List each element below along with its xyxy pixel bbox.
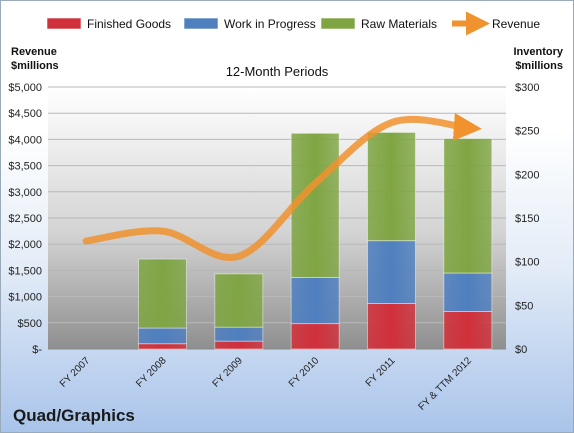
right-axis-title-line1: Inventory <box>513 46 563 58</box>
bar-raw-materials <box>443 138 493 274</box>
left-tick-label: $1,000 <box>8 292 42 304</box>
legend-swatch <box>320 17 356 30</box>
left-tick-label: $2,500 <box>8 213 42 225</box>
x-tick-label: FY 2011 <box>364 355 398 389</box>
x-tick-label: FY 2010 <box>287 355 322 390</box>
bar-finished-goods <box>290 323 340 350</box>
left-tick-label: $1,500 <box>8 265 42 277</box>
right-tick-label: $0 <box>515 344 527 356</box>
bar-finished-goods <box>214 340 264 350</box>
bar-raw-materials <box>367 132 416 242</box>
bar-work-in-progress <box>367 240 416 304</box>
bar-work-in-progress <box>290 276 340 325</box>
right-tick-label: $250 <box>515 126 539 138</box>
right-tick-label: $100 <box>515 257 539 269</box>
x-tick-label: FY & TTM 2012 <box>417 355 475 413</box>
right-axis-title-line2: $millions <box>515 60 563 72</box>
left-tick-label: $2,000 <box>8 239 42 251</box>
bar-raw-materials <box>290 132 340 278</box>
bar-finished-goods <box>367 303 416 350</box>
x-tick-label: FY 2009 <box>211 355 246 390</box>
right-tick-label: $200 <box>515 169 539 181</box>
left-tick-label: $3,500 <box>8 161 42 173</box>
bar-raw-materials <box>214 273 264 328</box>
bar-work-in-progress <box>138 327 187 345</box>
right-tick-label: $50 <box>515 300 533 312</box>
left-tick-label: $500 <box>18 318 42 330</box>
right-tick-label: $300 <box>515 82 539 94</box>
right-tick-label: $150 <box>515 213 539 225</box>
left-tick-label: $4,000 <box>8 134 42 146</box>
left-axis-title-line1: Revenue <box>11 46 57 58</box>
legend-label: Work in Progress <box>224 17 316 31</box>
revenue-line <box>82 112 482 262</box>
bar-work-in-progress <box>214 326 264 342</box>
left-tick-label: $3,000 <box>8 187 42 199</box>
left-tick-label: $- <box>32 344 42 356</box>
left-tick-label: $4,500 <box>8 108 42 120</box>
legend-label: Raw Materials <box>361 17 437 31</box>
bar-finished-goods <box>138 343 187 350</box>
bar-work-in-progress <box>443 272 493 312</box>
x-tick-label: FY 2007 <box>58 355 93 390</box>
legend-label: Revenue <box>492 17 540 31</box>
company-name: Quad/Graphics <box>13 406 135 425</box>
x-tick-label: FY 2008 <box>134 355 169 390</box>
legend-swatch <box>46 17 82 30</box>
legend-swatch <box>183 17 219 30</box>
chart-title: 12-Month Periods <box>226 64 329 79</box>
bar-raw-materials <box>138 258 187 329</box>
bar-finished-goods <box>443 311 493 350</box>
left-tick-label: $5,000 <box>8 82 42 94</box>
left-axis-title-line2: $millions <box>11 60 59 72</box>
legend-label: Finished Goods <box>87 17 171 31</box>
